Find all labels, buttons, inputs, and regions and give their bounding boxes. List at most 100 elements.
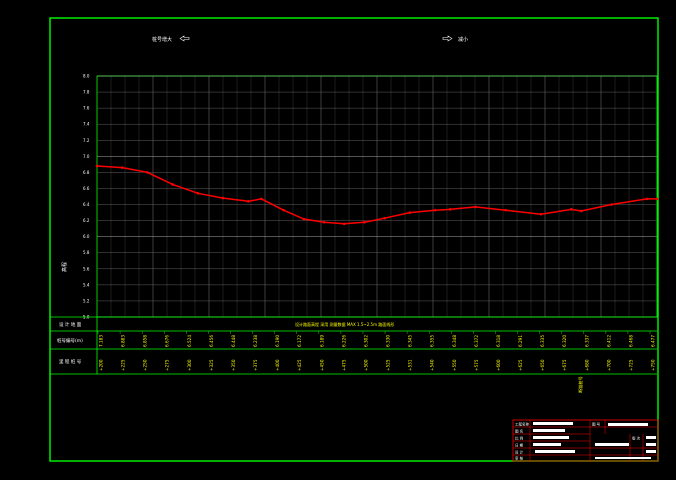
profile-point bbox=[302, 217, 306, 221]
row-label-ground: 设 计 地 面 bbox=[59, 321, 82, 328]
y-tick-labels: 5.05.25.45.65.86.06.26.46.66.87.07.27.47… bbox=[83, 74, 90, 320]
title-block: 工程名称 图 名 比 例 日 期 设 计 审 核 图 号 版 次 bbox=[512, 419, 659, 462]
station-value: +600 bbox=[496, 359, 501, 371]
station-value: +540 bbox=[430, 359, 435, 371]
elevation-value: 6.189 bbox=[319, 335, 324, 347]
profile-point bbox=[448, 208, 452, 211]
elevation-value: 6.318 bbox=[496, 335, 501, 347]
elevation-value: 6.456 bbox=[209, 335, 214, 347]
tb-label-ver: 版 次 bbox=[632, 436, 641, 441]
elevation-value: 6.448 bbox=[231, 335, 236, 347]
profile-point bbox=[655, 197, 659, 201]
station-value: +531 bbox=[408, 359, 413, 371]
station-value: +625 bbox=[518, 359, 523, 371]
profile-table: 设 计 地 面 桩号编号(m) 里 程 桩 号 设计路面高程 采用 测量数据 M… bbox=[49, 316, 657, 393]
profile-point bbox=[146, 171, 149, 174]
elevation-value: 6.302 bbox=[364, 335, 369, 347]
elevation-value: 6.330 bbox=[386, 335, 391, 347]
profile-point bbox=[196, 191, 200, 195]
tb-fill bbox=[533, 443, 561, 446]
y-tick-label: 5.4 bbox=[83, 282, 90, 287]
elevation-value: 6.355 bbox=[430, 335, 435, 347]
tb-fill bbox=[646, 436, 656, 439]
station-values: +200 +225 +250 +275 +300 +325 +350 +375 +400 +425… bbox=[99, 359, 656, 371]
y-tick-label: 5.6 bbox=[83, 266, 90, 271]
tb-fill bbox=[595, 457, 651, 459]
direction-left: 桩号增大 bbox=[152, 35, 190, 43]
station-value: +750 bbox=[651, 359, 656, 371]
profile-point bbox=[282, 208, 285, 212]
y-tick-label: 6.2 bbox=[83, 218, 90, 223]
y-axis-label: 高程 bbox=[61, 262, 68, 272]
direction-left-label: 桩号增大 bbox=[152, 36, 172, 43]
row-label-elevation: 桩号编号(m) bbox=[57, 337, 83, 344]
tb-label-no: 图 号 bbox=[592, 422, 601, 427]
station-value: +225 bbox=[121, 359, 126, 371]
elevation-value: 7.183 bbox=[99, 335, 104, 347]
plot-grid bbox=[97, 75, 657, 318]
station-value: +725 bbox=[628, 359, 633, 371]
tb-fill bbox=[533, 422, 573, 425]
y-tick-label: 6.8 bbox=[83, 170, 90, 175]
profile-point bbox=[383, 216, 386, 220]
outer-frame bbox=[49, 17, 659, 462]
y-tick-label: 7.2 bbox=[83, 138, 90, 143]
profile-point bbox=[95, 164, 99, 168]
station-value: +550 bbox=[452, 359, 457, 371]
profile-point bbox=[171, 183, 174, 186]
tb-label-drawn: 设 计 bbox=[515, 450, 524, 455]
profile-point bbox=[580, 209, 583, 213]
profile-point bbox=[504, 208, 507, 212]
elevation-value: 6.238 bbox=[253, 335, 258, 347]
elevation-value: 6.412 bbox=[606, 335, 611, 347]
direction-right-label: 减小 bbox=[458, 36, 468, 43]
tb-fill bbox=[646, 443, 656, 446]
elevation-value: 6.337 bbox=[584, 335, 589, 347]
profile-point bbox=[322, 220, 326, 224]
station-value: +425 bbox=[297, 359, 302, 371]
station-value: +200 bbox=[99, 359, 104, 371]
elevation-value: 6.226 bbox=[341, 335, 346, 347]
profile-point bbox=[645, 197, 649, 201]
profile-point bbox=[260, 197, 263, 201]
elevation-value: 6.477 bbox=[651, 335, 656, 347]
station-value: +680 bbox=[584, 359, 589, 371]
profile-point bbox=[569, 208, 573, 211]
y-tick-label: 6.0 bbox=[83, 234, 90, 239]
row-label-station: 里 程 桩 号 bbox=[59, 358, 82, 365]
y-tick-label: 6.6 bbox=[83, 186, 90, 191]
tb-fill bbox=[646, 450, 656, 453]
tb-label-drawing: 图 名 bbox=[515, 429, 523, 434]
tb-fill bbox=[533, 429, 565, 432]
y-tick-label: 7.6 bbox=[83, 106, 90, 111]
station-value: +500 bbox=[364, 359, 369, 371]
station-value: +575 bbox=[474, 359, 479, 371]
profile-point bbox=[342, 222, 346, 226]
y-tick-label: 7.4 bbox=[83, 122, 90, 127]
tb-label-date: 日 期 bbox=[515, 443, 524, 448]
tb-fill bbox=[595, 443, 629, 446]
profile-points bbox=[95, 164, 659, 226]
arrow-right-icon bbox=[442, 35, 453, 42]
station-value: +300 bbox=[187, 359, 192, 371]
profile-plot: 5.05.25.45.65.86.06.26.46.66.87.07.27.47… bbox=[61, 74, 659, 320]
station-value: +325 bbox=[209, 359, 214, 371]
tb-label-check: 审 核 bbox=[515, 456, 524, 461]
station-value: +475 bbox=[341, 359, 346, 371]
y-tick-label: 8.0 bbox=[83, 74, 90, 79]
station-value: +400 bbox=[275, 359, 280, 371]
station-value: +350 bbox=[231, 359, 236, 371]
elevation-value: 6.291 bbox=[518, 335, 523, 347]
profile-point bbox=[247, 200, 250, 203]
title-block-border bbox=[512, 419, 659, 462]
tb-fill bbox=[535, 450, 575, 453]
elevation-value: 6.883 bbox=[121, 335, 126, 347]
station-value: +450 bbox=[319, 359, 324, 371]
tb-label-project: 工程名称 bbox=[515, 422, 529, 427]
elevation-value: 6.348 bbox=[452, 335, 457, 347]
station-value: +375 bbox=[253, 359, 258, 371]
table-note: 设计路面高程 采用 测量数据 MAX 1.5~2.5m 路面线形 bbox=[295, 321, 394, 327]
profile-point bbox=[363, 220, 366, 224]
break-mark: 断链桩号 bbox=[577, 376, 584, 393]
elevation-value: 6.190 bbox=[275, 335, 280, 347]
